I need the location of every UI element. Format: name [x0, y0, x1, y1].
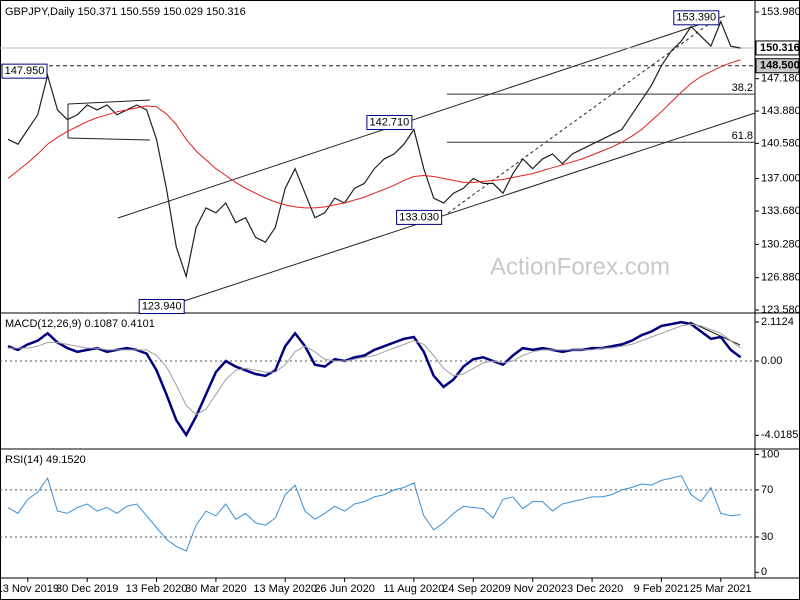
pane-title: MACD(12,26,9) 0.1087 0.4101 [5, 318, 155, 330]
x-tick-label: 23 Dec 2020 [561, 583, 623, 595]
series-line [7, 475, 741, 552]
y-tick-label: 0.00 [761, 355, 782, 367]
y-tick-label: 126.880 [761, 272, 800, 284]
fib-label: 61.8 [732, 130, 753, 142]
y-tick-label: 133.680 [761, 205, 800, 217]
pane-title: GBPJPY,Daily 150.371 150.559 150.029 150… [5, 6, 246, 18]
peak-box [396, 209, 443, 225]
price-marker-label: 148.500 [760, 60, 800, 72]
x-tick-label: 30 Mar 2020 [185, 583, 247, 595]
y-tick-label: 153.980 [761, 6, 800, 18]
x-tick-label: 9 Feb 2021 [634, 583, 690, 595]
price-marker-label: 150.316 [760, 42, 800, 54]
x-tick-label: 30 Dec 2019 [56, 583, 118, 595]
x-tick-label: 11 Aug 2020 [383, 583, 444, 595]
peak-box [366, 115, 413, 131]
pane-title: RSI(14) 49.1520 [5, 454, 86, 466]
series-line [7, 19, 741, 279]
x-tick-label: 24 Sep 2020 [442, 583, 504, 595]
y-tick-label: 30 [761, 531, 773, 543]
y-tick-label: 100 [761, 448, 779, 460]
y-tick-label: -4.0185 [761, 429, 798, 441]
y-tick-label: 70 [761, 484, 773, 496]
y-tick-label: 137.000 [761, 172, 800, 184]
y-tick-label: 130.280 [761, 238, 800, 250]
series-line [7, 320, 742, 438]
x-tick-label: 26 Jun 2020 [314, 583, 375, 595]
x-tick-label: 9 Nov 2020 [505, 583, 561, 595]
y-tick-label: 140.580 [761, 137, 800, 149]
fib-label: 38.2 [732, 82, 753, 94]
peak-box [138, 299, 185, 315]
peak-box [1, 63, 48, 79]
price-marker-box [755, 58, 800, 74]
series-line [8, 323, 741, 416]
peak-label: 123.940 [142, 300, 182, 312]
peak-label: 133.030 [399, 211, 439, 223]
y-tick-label: 143.880 [761, 105, 800, 117]
y-tick-label: 0 [761, 566, 767, 578]
x-tick-label: 13 Feb 2020 [126, 583, 188, 595]
peak-box [673, 10, 720, 26]
x-tick-label: 13 May 2020 [253, 583, 317, 595]
y-tick-label: 2.1124 [761, 316, 794, 328]
peak-label: 142.710 [370, 116, 410, 128]
series-line [7, 59, 741, 209]
y-tick-label: 147.180 [761, 73, 800, 85]
y-tick-label: 123.580 [761, 304, 800, 316]
peak-label: 153.390 [676, 12, 716, 24]
x-tick-label: 13 Nov 2019 [0, 583, 59, 595]
price-marker-box [755, 40, 800, 56]
watermark: ActionForex.com [490, 253, 670, 280]
peak-label: 147.950 [5, 65, 45, 77]
x-tick-label: 25 Mar 2021 [690, 583, 752, 595]
